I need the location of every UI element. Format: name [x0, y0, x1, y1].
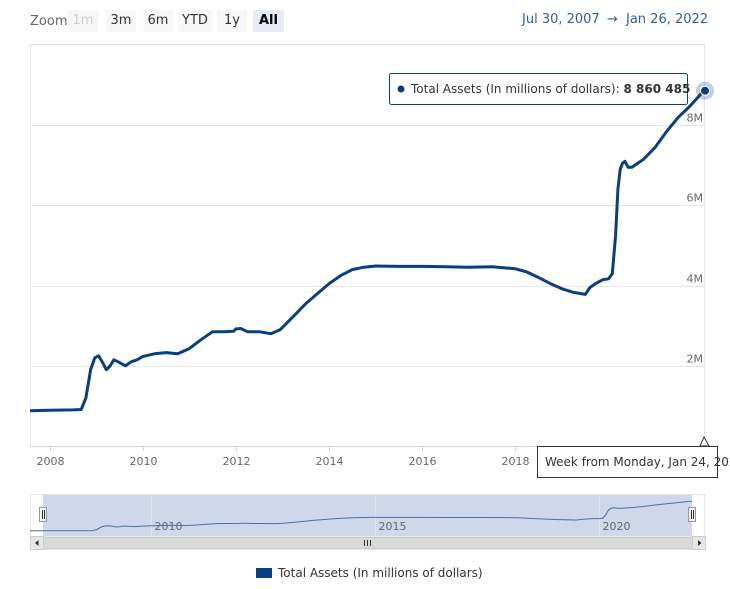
legend-swatch [256, 568, 272, 578]
tooltip-series-label: Total Assets (In millions of dollars): [410, 82, 623, 96]
navigator-tick-label: 2010 [155, 520, 183, 533]
y-tick-label: 8M [687, 112, 704, 125]
zoom-1y-button[interactable]: 1y [217, 10, 247, 32]
navigator-series-line [30, 500, 693, 532]
zoom-ytd-button[interactable]: YTD [178, 10, 212, 32]
navigator-grid [151, 495, 600, 536]
zoom-label: Zoom [30, 14, 68, 29]
y-tick-label: 2M [687, 353, 704, 366]
navigator-axis: 2010 2015 2020 [155, 520, 631, 533]
svg-text:Total Assets (In millions of d: Total Assets (In millions of dollars): 8… [410, 82, 690, 96]
y-tick-label: 6M [687, 192, 704, 205]
y-tick-label: 4M [687, 273, 704, 286]
zoom-all-button[interactable]: All [253, 10, 284, 32]
x-tick-label: 2008 [37, 455, 65, 468]
x-tick-label: 2018 [502, 455, 530, 468]
crosshair-date-pointer [699, 435, 710, 447]
x-tick-label: 2016 [409, 455, 437, 468]
legend-label: Total Assets (In millions of dollars) [278, 566, 483, 580]
y-axis: 2M 4M 6M 8M [687, 112, 704, 366]
series-line-total-assets[interactable] [29, 89, 706, 413]
crosshair-date-label: Week from Monday, Jan 24, 2022 [537, 435, 730, 478]
tooltip-series-dot [397, 85, 405, 93]
x-axis: 2008 2010 2012 2014 2016 2018 [37, 446, 530, 468]
arrow-left-icon [35, 540, 39, 546]
scrollbar-thumb-grip-icon [364, 540, 371, 546]
zoom-6m-button[interactable]: 6m [143, 10, 173, 32]
hover-point-marker[interactable] [700, 85, 710, 96]
tooltip: Total Assets (In millions of dollars): 8… [389, 73, 690, 105]
crosshair-date-box [537, 446, 718, 478]
zoom-3m-button[interactable]: 3m [106, 10, 136, 32]
x-tick-label: 2014 [316, 455, 344, 468]
navigator[interactable]: 2010 2015 2020 [30, 494, 705, 537]
range-to-input[interactable]: Jan 26, 2022 [626, 12, 709, 27]
scrollbar-left-button[interactable] [30, 536, 44, 550]
legend-item-total-assets[interactable]: Total Assets (In millions of dollars) [256, 566, 483, 580]
x-tick-label: 2010 [130, 455, 158, 468]
tooltip-box [389, 73, 688, 105]
grid-lines [30, 125, 705, 367]
navigator-tick-label: 2020 [603, 520, 631, 533]
scrollbar-right-button[interactable] [692, 536, 706, 550]
range-selector-toolbar: Zoom 1m 3m 6m YTD 1y All Jul 30, 2007 → … [0, 0, 730, 44]
navigator-left-handle[interactable] [39, 507, 47, 522]
arrow-right-icon [698, 540, 702, 546]
range-from-input[interactable]: Jul 30, 2007 [522, 12, 600, 27]
navigator-tick-label: 2015 [379, 520, 407, 533]
navigator-right-handle[interactable] [688, 507, 696, 522]
range-separator: → [607, 12, 618, 27]
scrollbar[interactable] [30, 536, 706, 550]
x-tick-label: 2012 [223, 455, 251, 468]
tooltip-value: 8 860 485 [623, 82, 690, 96]
zoom-1m-button[interactable]: 1m [68, 10, 98, 32]
navigator-selection[interactable] [43, 495, 692, 536]
crosshair-date-text: Week from Monday, Jan 24, 2022 [545, 455, 730, 469]
